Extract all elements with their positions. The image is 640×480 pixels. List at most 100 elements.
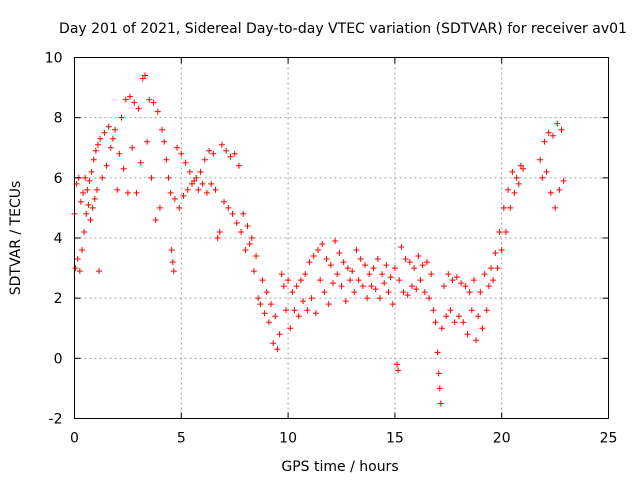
data-point [199, 180, 206, 187]
data-point [391, 265, 398, 272]
data-point [395, 367, 402, 374]
data-point [188, 180, 195, 187]
data-point [453, 274, 460, 281]
data-point [498, 247, 505, 254]
data-point [216, 228, 223, 235]
data-point [94, 141, 101, 148]
data-point [462, 283, 469, 290]
data-point [107, 144, 114, 151]
data-point [398, 244, 405, 251]
data-point [244, 222, 251, 229]
data-point [315, 247, 322, 254]
data-point [90, 156, 97, 163]
data-point [338, 283, 345, 290]
data-point [255, 295, 262, 302]
data-point [289, 289, 296, 296]
data-point [141, 72, 148, 79]
data-point [174, 144, 181, 151]
data-point [171, 195, 178, 202]
data-point [182, 159, 189, 166]
data-point [287, 325, 294, 332]
y-tick-label: 2 [54, 291, 63, 307]
data-point [92, 147, 99, 154]
data-point [515, 180, 522, 187]
data-point [112, 126, 119, 133]
y-tick-label: 8 [54, 111, 63, 127]
data-point [347, 277, 354, 284]
data-point [297, 277, 304, 284]
data-point [554, 120, 561, 127]
data-point [214, 235, 221, 241]
data-point [201, 156, 208, 163]
data-point [109, 135, 116, 142]
data-point [146, 96, 153, 103]
data-point [485, 283, 492, 290]
data-point [549, 132, 556, 139]
data-point [257, 301, 264, 308]
data-point [520, 165, 527, 172]
data-point [156, 204, 163, 211]
data-points [71, 72, 567, 407]
data-point [470, 277, 477, 284]
data-point [319, 241, 326, 248]
data-point [295, 313, 302, 320]
data-point [413, 286, 420, 293]
data-point [449, 277, 456, 284]
data-point [231, 150, 238, 157]
data-point [74, 256, 81, 263]
data-point [82, 174, 89, 181]
data-point [137, 159, 144, 166]
data-point [210, 150, 217, 157]
data-point [325, 301, 332, 308]
x-tick-label: 20 [493, 431, 511, 447]
data-point [265, 319, 272, 326]
data-point [253, 253, 260, 260]
data-point [321, 289, 328, 296]
data-point [302, 271, 309, 278]
data-point [464, 331, 471, 338]
data-point [387, 274, 394, 281]
data-point [89, 204, 96, 211]
data-point [437, 400, 444, 407]
data-point [447, 307, 454, 314]
data-point [517, 162, 524, 169]
data-point [475, 313, 482, 320]
data-point [455, 313, 462, 320]
data-point [415, 253, 422, 260]
data-point [381, 280, 388, 287]
data-point [223, 147, 230, 154]
data-point [451, 319, 458, 326]
data-point [355, 277, 362, 284]
data-point [336, 250, 343, 257]
data-point [547, 189, 554, 196]
data-point [76, 268, 83, 275]
x-tick-label: 25 [600, 431, 618, 447]
data-point [364, 295, 371, 302]
data-point [274, 346, 281, 353]
data-point [133, 189, 140, 196]
data-point [477, 289, 484, 296]
data-point [312, 310, 319, 317]
data-point [195, 186, 202, 193]
data-point [511, 189, 518, 196]
data-point [227, 153, 234, 160]
data-point [430, 307, 437, 314]
x-axis-title: GPS time / hours [281, 459, 398, 475]
axis-ticks: 0 5 10 15 20 25 -2 0 2 4 6 8 10 [45, 51, 618, 447]
data-point [558, 126, 565, 133]
data-point [361, 262, 368, 269]
data-point [374, 256, 381, 263]
data-point [229, 210, 236, 217]
data-point [344, 265, 351, 272]
data-point [167, 189, 174, 196]
data-point [468, 307, 475, 314]
data-point [376, 295, 383, 302]
data-point [417, 277, 424, 284]
data-point [165, 174, 172, 181]
data-point [500, 204, 507, 211]
data-point [159, 126, 166, 133]
data-point [161, 138, 168, 145]
data-point [394, 361, 401, 368]
data-point [170, 268, 177, 275]
data-point [93, 186, 100, 193]
